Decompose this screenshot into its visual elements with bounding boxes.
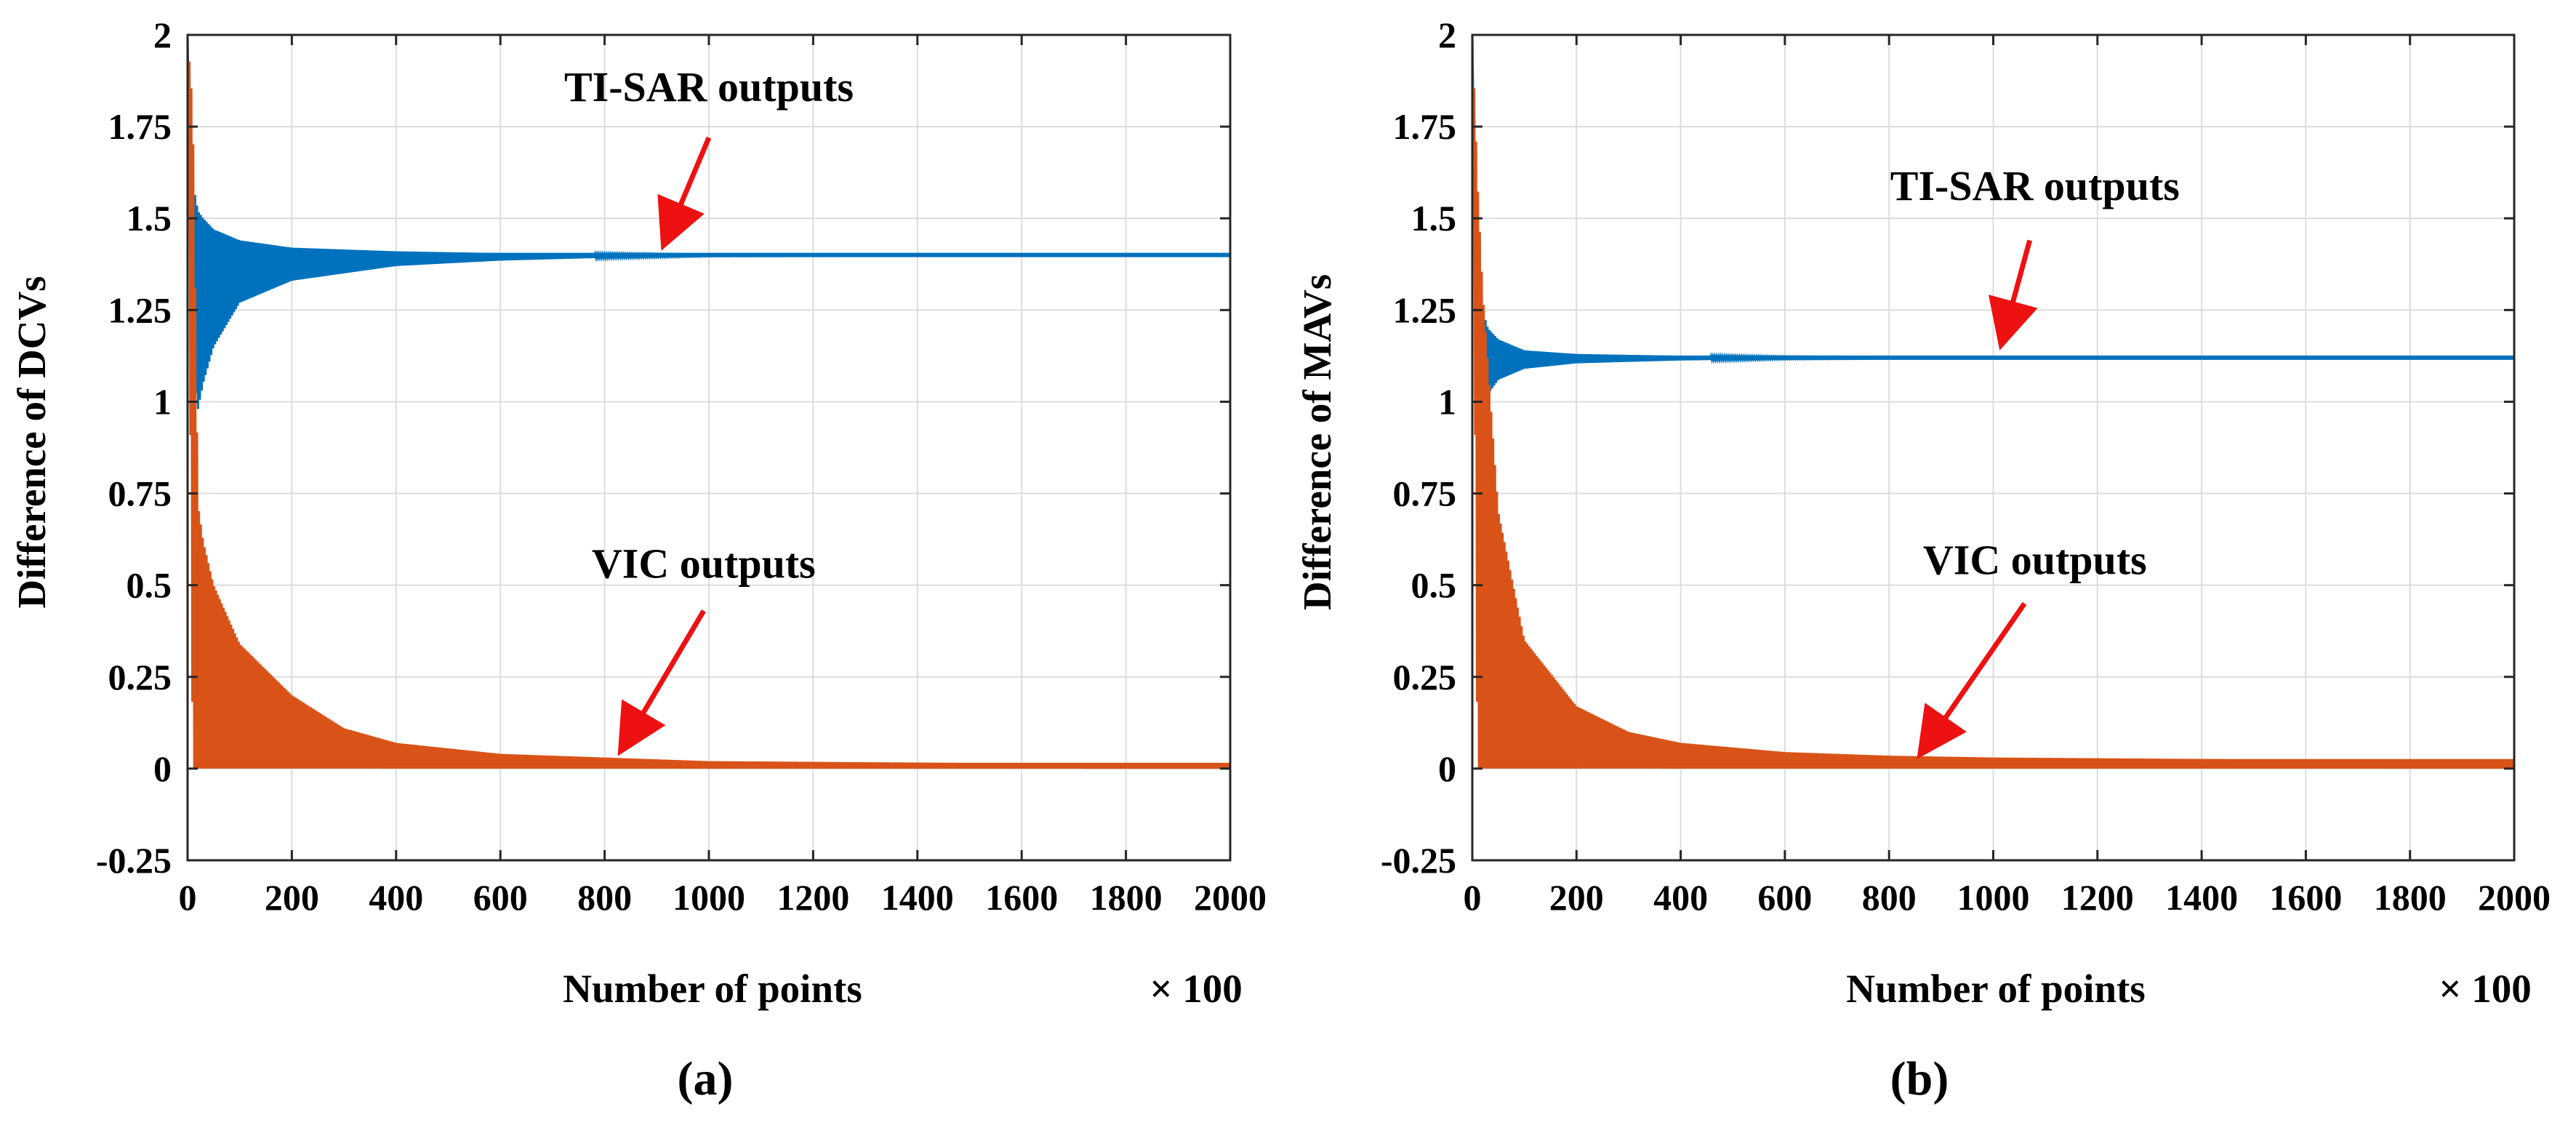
- chart-panel-a: 0 200 400 600 800 1000 1200 1400 1600 1800 2000 -0.…: [9, 15, 1267, 1105]
- x-tick-label: 0: [179, 877, 197, 918]
- y-tick-label: 1.5: [127, 198, 172, 239]
- x-tick-label: 1600: [2269, 877, 2342, 918]
- x-tick-label: 1600: [985, 877, 1058, 918]
- series-layer: [188, 35, 1230, 769]
- annotation-arrow: [617, 609, 706, 756]
- y-tick-label: 1.25: [108, 289, 172, 330]
- x-axis-multiplier: × 100: [1149, 966, 1243, 1011]
- y-tick-label: 2: [153, 15, 172, 55]
- chart-panel-b: 0 200 400 600 800 1000 1200 1400 1600 1800 2000 -0.…: [1295, 15, 2551, 1105]
- y-tick-label: 1.25: [1393, 289, 1457, 330]
- y-tick-label: 0.25: [108, 657, 172, 697]
- x-tick-label: 2000: [1194, 877, 1267, 918]
- x-tick-label: 0: [1464, 877, 1482, 918]
- y-tick-label: 1.75: [1393, 106, 1457, 147]
- y-axis-label: Difference of MAVs: [1295, 274, 1339, 610]
- panel-caption-b: (b): [1890, 1052, 1949, 1105]
- annotation-arrow: [1988, 239, 2038, 351]
- x-axis-label: Number of points: [563, 966, 862, 1011]
- y-tick-label: 0.5: [1411, 565, 1457, 606]
- x-axis-label: Number of points: [1846, 966, 2146, 1011]
- x-tick-label: 2000: [2478, 877, 2551, 918]
- series-layer: [1472, 35, 2514, 769]
- y-tick-label: 0: [153, 748, 172, 789]
- y-tick-label: 1.5: [1411, 198, 1457, 239]
- y-tick-label: 0.25: [1393, 657, 1457, 697]
- x-tick-label: 800: [577, 877, 632, 918]
- y-tick-label: 2: [1438, 15, 1456, 55]
- y-tick-label: -0.25: [96, 840, 172, 881]
- annotation-arrow: [1917, 601, 2027, 759]
- annotation-label: TI-SAR outputs: [1890, 162, 2180, 209]
- x-tick-label: 200: [265, 877, 319, 918]
- y-tick-label: 0.5: [127, 565, 172, 606]
- x-tick-label: 400: [369, 877, 423, 918]
- x-axis-multiplier: × 100: [2439, 966, 2532, 1011]
- x-tick-label: 1400: [881, 877, 954, 918]
- y-tick-label: 0.75: [1393, 473, 1457, 514]
- x-tick-label: 1400: [2165, 877, 2238, 918]
- vic-outputsseries-line: [1472, 35, 2514, 769]
- y-tick-label: 1: [153, 381, 172, 422]
- y-tick-label: 0: [1438, 748, 1456, 789]
- y-tick-label: -0.25: [1381, 840, 1456, 881]
- panel-caption-a: (a): [678, 1052, 734, 1105]
- x-tick-label: 1800: [1090, 877, 1163, 918]
- x-tick-label: 600: [1757, 877, 1812, 918]
- y-tick-label: 1: [1438, 381, 1456, 422]
- annotation-label: TI-SAR outputs: [564, 63, 854, 111]
- annotation-label: VIC outputs: [592, 540, 816, 588]
- y-tick-label: 0.75: [108, 473, 172, 514]
- y-axis-label: Difference of DCVs: [9, 276, 54, 608]
- annotation-arrow: [657, 136, 712, 251]
- x-tick-label: 400: [1653, 877, 1708, 918]
- x-tick-label: 1800: [2374, 877, 2447, 918]
- x-tick-label: 1000: [673, 877, 745, 918]
- x-tick-label: 200: [1549, 877, 1604, 918]
- annotation-label: VIC outputs: [1923, 537, 2147, 584]
- x-tick-label: 1000: [1957, 877, 2030, 918]
- x-tick-label: 600: [473, 877, 528, 918]
- x-tick-label: 1200: [2061, 877, 2134, 918]
- x-tick-label: 800: [1862, 877, 1917, 918]
- x-tick-label: 1200: [777, 877, 849, 918]
- y-tick-label: 1.75: [108, 106, 172, 147]
